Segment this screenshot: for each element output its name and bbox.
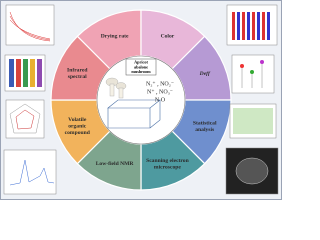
formula: N⁺ , NO₃⁻ <box>147 88 173 95</box>
center-title: abalone <box>134 64 148 69</box>
center-title: mushroom <box>131 69 151 74</box>
segment-label: Low-field NMR <box>96 161 135 167</box>
segment-label: Color <box>161 34 175 40</box>
radar-line <box>15 109 35 130</box>
segment-label: spectral <box>68 74 87 80</box>
thumb-color-bars <box>232 12 270 40</box>
mushrooms <box>105 77 127 99</box>
segment-label: Scanning electron <box>146 158 190 164</box>
segment-label: analysis <box>195 127 215 133</box>
thumbnails <box>3 4 279 195</box>
center-title: Apricot <box>134 59 148 64</box>
segment-label: Statistical <box>193 120 217 126</box>
thumb-nmr <box>3 149 57 195</box>
formula: N O <box>155 97 166 103</box>
segment-label: compound <box>65 130 91 136</box>
title-box <box>125 58 157 76</box>
heatmap <box>233 108 273 134</box>
sem-pore <box>235 157 269 185</box>
thumb-deff <box>231 54 275 94</box>
nmr-line <box>9 159 55 186</box>
segment-label: Drying rate <box>101 34 129 40</box>
thumb-radar <box>5 99 45 139</box>
thumb-drying <box>5 4 55 46</box>
thumb-bars <box>9 59 42 87</box>
segment-label: microscope <box>154 164 181 170</box>
segment-label: Volatile <box>68 117 87 123</box>
segment-label: Deff <box>199 71 211 77</box>
formula: N₂⁺ , NO₂⁻ <box>146 80 174 87</box>
segment-label: Infrared <box>67 68 88 74</box>
drying-box <box>107 99 161 129</box>
radar-grid <box>9 103 41 134</box>
lollipops <box>240 60 264 88</box>
thumb-curves <box>9 11 51 42</box>
segment-label: organic <box>68 124 87 130</box>
